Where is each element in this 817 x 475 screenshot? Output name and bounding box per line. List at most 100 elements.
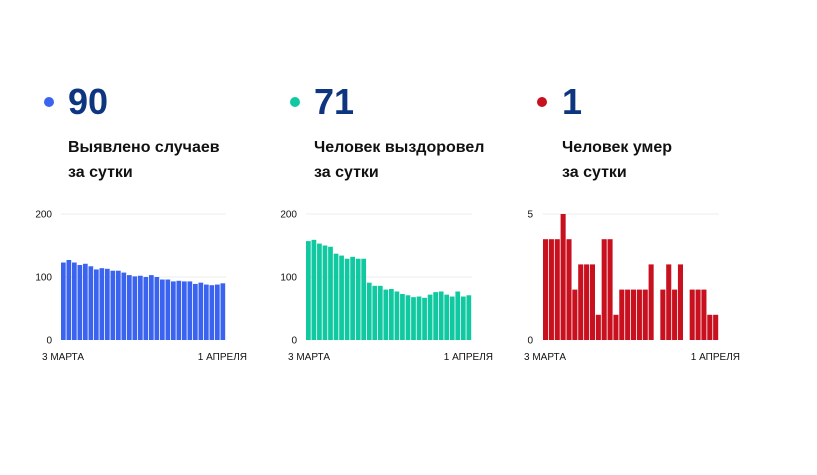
bar — [193, 283, 198, 340]
bar — [613, 314, 619, 340]
bar — [660, 289, 666, 340]
bar — [572, 289, 578, 340]
bar — [322, 245, 328, 340]
bar — [554, 239, 560, 340]
bar — [411, 297, 416, 340]
bar — [619, 289, 625, 340]
headline-value: 90 — [68, 81, 109, 122]
bar — [165, 279, 171, 340]
bar — [209, 285, 215, 340]
bar — [584, 264, 590, 340]
bar — [344, 258, 350, 340]
bar — [94, 269, 99, 340]
bar — [182, 281, 187, 340]
bar — [389, 288, 394, 340]
bar — [143, 277, 149, 340]
bar — [187, 281, 193, 340]
y-tick-label: 5 — [527, 210, 533, 221]
headline-label: Человек выздоровел за сутки — [314, 135, 534, 185]
bar — [311, 239, 317, 340]
x-start-label: 3 МАРТА — [288, 352, 330, 363]
bar — [361, 258, 367, 340]
headline-value: 71 — [314, 81, 355, 122]
bar — [88, 266, 94, 340]
bar — [372, 285, 378, 340]
bar — [642, 289, 648, 340]
bar — [449, 296, 455, 340]
bar — [83, 263, 88, 340]
x-end-label: 1 АПРЕЛЯ — [444, 352, 493, 363]
bar — [695, 289, 701, 340]
label-line: за сутки — [68, 164, 133, 181]
x-start-label: 3 МАРТА — [524, 352, 566, 363]
headline-value: 1 — [562, 81, 583, 122]
bar — [566, 239, 572, 340]
bar — [548, 239, 554, 340]
bar — [422, 297, 427, 340]
bar — [333, 253, 339, 340]
bar — [149, 275, 154, 340]
bar — [350, 256, 355, 340]
x-end-label: 1 АПРЕЛЯ — [198, 352, 247, 363]
bar — [648, 264, 654, 340]
legend-dot — [290, 97, 300, 107]
bar — [427, 294, 433, 340]
bar — [383, 289, 389, 340]
bar — [444, 294, 450, 340]
bar — [636, 289, 642, 340]
bar — [677, 264, 683, 340]
y-tick-label: 100 — [280, 273, 297, 284]
bar — [672, 289, 678, 340]
bar — [215, 284, 220, 340]
bar — [171, 281, 176, 340]
bar — [589, 264, 595, 340]
bar — [105, 268, 110, 340]
bar — [61, 262, 66, 340]
legend-dot — [44, 97, 54, 107]
bar — [366, 282, 372, 340]
bar — [377, 285, 383, 340]
bar — [204, 284, 209, 340]
bar — [160, 279, 165, 340]
headline-label: Человек умер за сутки — [562, 135, 782, 185]
bar — [438, 291, 444, 340]
bar — [400, 294, 405, 340]
bar — [460, 296, 466, 340]
bar — [110, 270, 116, 340]
bar — [99, 268, 105, 340]
bar — [416, 296, 422, 340]
bar — [306, 241, 311, 340]
bar — [154, 277, 160, 340]
bar — [543, 239, 549, 340]
bar — [631, 289, 637, 340]
bar — [560, 214, 566, 340]
bar — [455, 291, 461, 340]
bar — [72, 262, 77, 340]
bar — [707, 314, 713, 340]
bar — [121, 272, 127, 340]
bar — [433, 292, 438, 340]
headline-label: Выявлено случаев за сутки — [68, 135, 288, 185]
label-line: Человек умер — [562, 139, 673, 156]
bar — [666, 264, 672, 340]
bar — [701, 289, 707, 340]
x-start-label: 3 МАРТА — [42, 352, 84, 363]
bar — [328, 246, 333, 340]
bar — [127, 275, 132, 340]
bar — [176, 280, 182, 340]
bar — [405, 295, 411, 340]
y-tick-label: 0 — [46, 336, 52, 347]
bar — [317, 243, 322, 340]
label-line: за сутки — [314, 164, 379, 181]
bar — [77, 265, 83, 340]
bar — [132, 276, 138, 340]
bar — [220, 283, 226, 340]
bar — [595, 314, 601, 340]
y-tick-label: 100 — [35, 273, 52, 284]
legend-dot — [537, 97, 547, 107]
y-tick-label: 0 — [527, 336, 533, 347]
bar — [339, 255, 344, 340]
